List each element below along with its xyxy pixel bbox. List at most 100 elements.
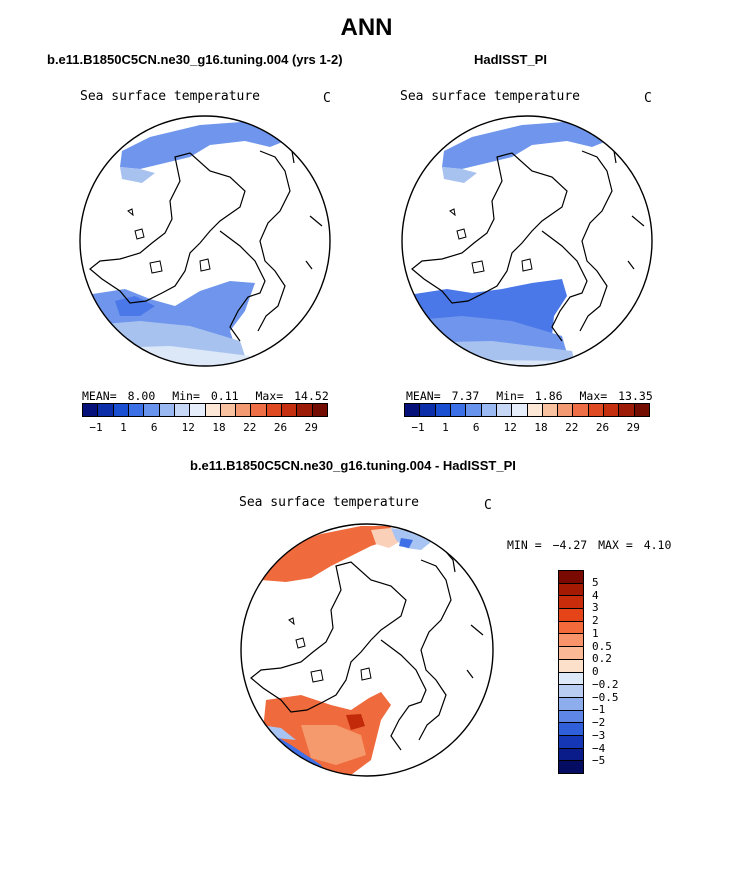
panel1-units: C (323, 91, 331, 106)
panel2-polar-map (401, 115, 653, 367)
vertical-colorbar-label: 2 (592, 614, 599, 627)
colorbar-swatch (173, 404, 190, 416)
colorbar-swatch (235, 404, 251, 416)
pacific-sst-region (120, 121, 285, 169)
diff-vertical-colorbar-labels: 5 4 3 2 1 0.5 0.2 0 −0.2 −0.5 −1 −2 −3 −4 −5 (592, 570, 652, 774)
page-title: ANN (340, 14, 393, 41)
panel1-min-value: 0.11 (210, 389, 239, 403)
pacific-diff-warm (251, 526, 391, 582)
panel2-colorbar (404, 403, 650, 417)
colorbar-swatch (419, 404, 435, 416)
vertical-colorbar-swatch (559, 646, 583, 659)
vertical-colorbar-swatch (559, 734, 583, 748)
colorbar-swatch (633, 404, 649, 416)
colorbar-swatch (250, 404, 266, 416)
vertical-colorbar-swatch (559, 747, 583, 761)
colorbar-swatch (541, 404, 558, 416)
panel2-mean-label: MEAN= (406, 389, 441, 403)
atlantic-diff-light (261, 725, 296, 740)
panel1-colorbar-labels: −1 1 6 12 18 22 26 29 (82, 421, 328, 435)
colorbar-tick-label: 6 (472, 421, 480, 434)
diff-variable-label: Sea surface temperature (239, 495, 420, 510)
panel1-variable-label: Sea surface temperature (80, 89, 261, 104)
panel1-max-label: Max= (255, 389, 284, 403)
colorbar-swatch (296, 404, 312, 416)
panel2-colorbar-labels: −1 1 6 12 18 22 26 29 (404, 421, 650, 435)
colorbar-swatch (480, 404, 496, 416)
diff-units: C (484, 498, 492, 513)
vertical-colorbar-label: −1 (592, 703, 606, 717)
diff-vertical-colorbar (558, 570, 584, 774)
colorbar-tick-label: 12 (503, 421, 517, 434)
colorbar-swatch (434, 404, 450, 416)
colorbar-swatch (204, 404, 220, 416)
colorbar-swatch (265, 404, 282, 416)
pacific-diff-pale (371, 528, 399, 548)
colorbar-tick-label: 12 (181, 421, 195, 434)
vertical-colorbar-swatch (559, 571, 583, 583)
vertical-colorbar-swatch (559, 582, 583, 596)
diff-max-value: 4.10 (643, 538, 672, 552)
vertical-colorbar-swatch (559, 633, 583, 647)
islands (288, 617, 372, 683)
colorbar-swatch (495, 404, 512, 416)
vertical-colorbar-label: −0.5 (592, 690, 619, 704)
panel1-mean-value: 8.00 (127, 389, 156, 403)
colorbar-tick-label: 1 (120, 421, 127, 434)
pacific-diff-cool-core (399, 538, 413, 548)
colorbar-swatch (143, 404, 159, 416)
colorbar-swatch (603, 404, 619, 416)
colorbar-swatch (511, 404, 527, 416)
colorbar-swatch (465, 404, 481, 416)
colorbar-tick-label: 29 (304, 421, 318, 434)
panel2-max-label: Max= (579, 389, 608, 403)
panel1-min-label: Min= (172, 389, 200, 403)
colorbar-swatch (97, 404, 113, 416)
vertical-colorbar-label: 5 (592, 575, 599, 589)
colorbar-swatch (83, 404, 98, 416)
vertical-colorbar-swatch (559, 595, 583, 609)
vertical-colorbar-swatch (559, 684, 583, 697)
colorbar-tick-label: 22 (565, 421, 579, 434)
panel2-min-value: 1.86 (534, 389, 563, 403)
panel2-case-title: HadISST_PI (474, 52, 547, 67)
colorbar-swatch (405, 404, 420, 416)
diff-max-label: MAX = (598, 538, 633, 552)
diff-polar-map (240, 523, 494, 777)
panel1-mean-label: MEAN= (82, 389, 117, 403)
colorbar-swatch (587, 404, 604, 416)
colorbar-swatch (526, 404, 542, 416)
colorbar-tick-label: 29 (626, 421, 640, 434)
vertical-colorbar-swatch (559, 671, 583, 685)
colorbar-swatch (219, 404, 236, 416)
panel1-max-value: 14.52 (294, 389, 329, 403)
colorbar-swatch (112, 404, 128, 416)
pacific-diff-cool (391, 528, 431, 550)
vertical-colorbar-label: −0.2 (592, 677, 619, 691)
colorbar-swatch (311, 404, 327, 416)
diff-case-title: b.e11.B1850C5CN.ne30_g16.tuning.004 - Ha… (190, 458, 516, 473)
colorbar-swatch (557, 404, 573, 416)
vertical-colorbar-swatch (559, 696, 583, 710)
vertical-colorbar-swatch (559, 658, 583, 672)
vertical-colorbar-label: 0.5 (592, 639, 612, 653)
colorbar-tick-label: 1 (442, 421, 449, 434)
vertical-colorbar-swatch (559, 722, 583, 735)
islands (449, 208, 533, 274)
colorbar-swatch (572, 404, 588, 416)
panel1-polar-map (79, 115, 331, 367)
vertical-colorbar-label: 3 (592, 601, 599, 615)
vertical-colorbar-swatch (559, 620, 583, 634)
colorbar-swatch (281, 404, 297, 416)
colorbar-swatch (449, 404, 466, 416)
panel1-case-title: b.e11.B1850C5CN.ne30_g16.tuning.004 (yrs… (47, 52, 343, 67)
vertical-colorbar-label: 0.2 (592, 652, 612, 666)
vertical-colorbar-label: −5 (592, 754, 606, 768)
diff-min-label: MIN = (507, 538, 542, 552)
vertical-colorbar-swatch (559, 760, 583, 773)
coastlines (250, 545, 484, 751)
panel2-variable-label: Sea surface temperature (400, 89, 581, 104)
colorbar-tick-label: 22 (243, 421, 257, 434)
colorbar-tick-label: 26 (273, 421, 288, 434)
pacific-sst-region (442, 121, 607, 169)
